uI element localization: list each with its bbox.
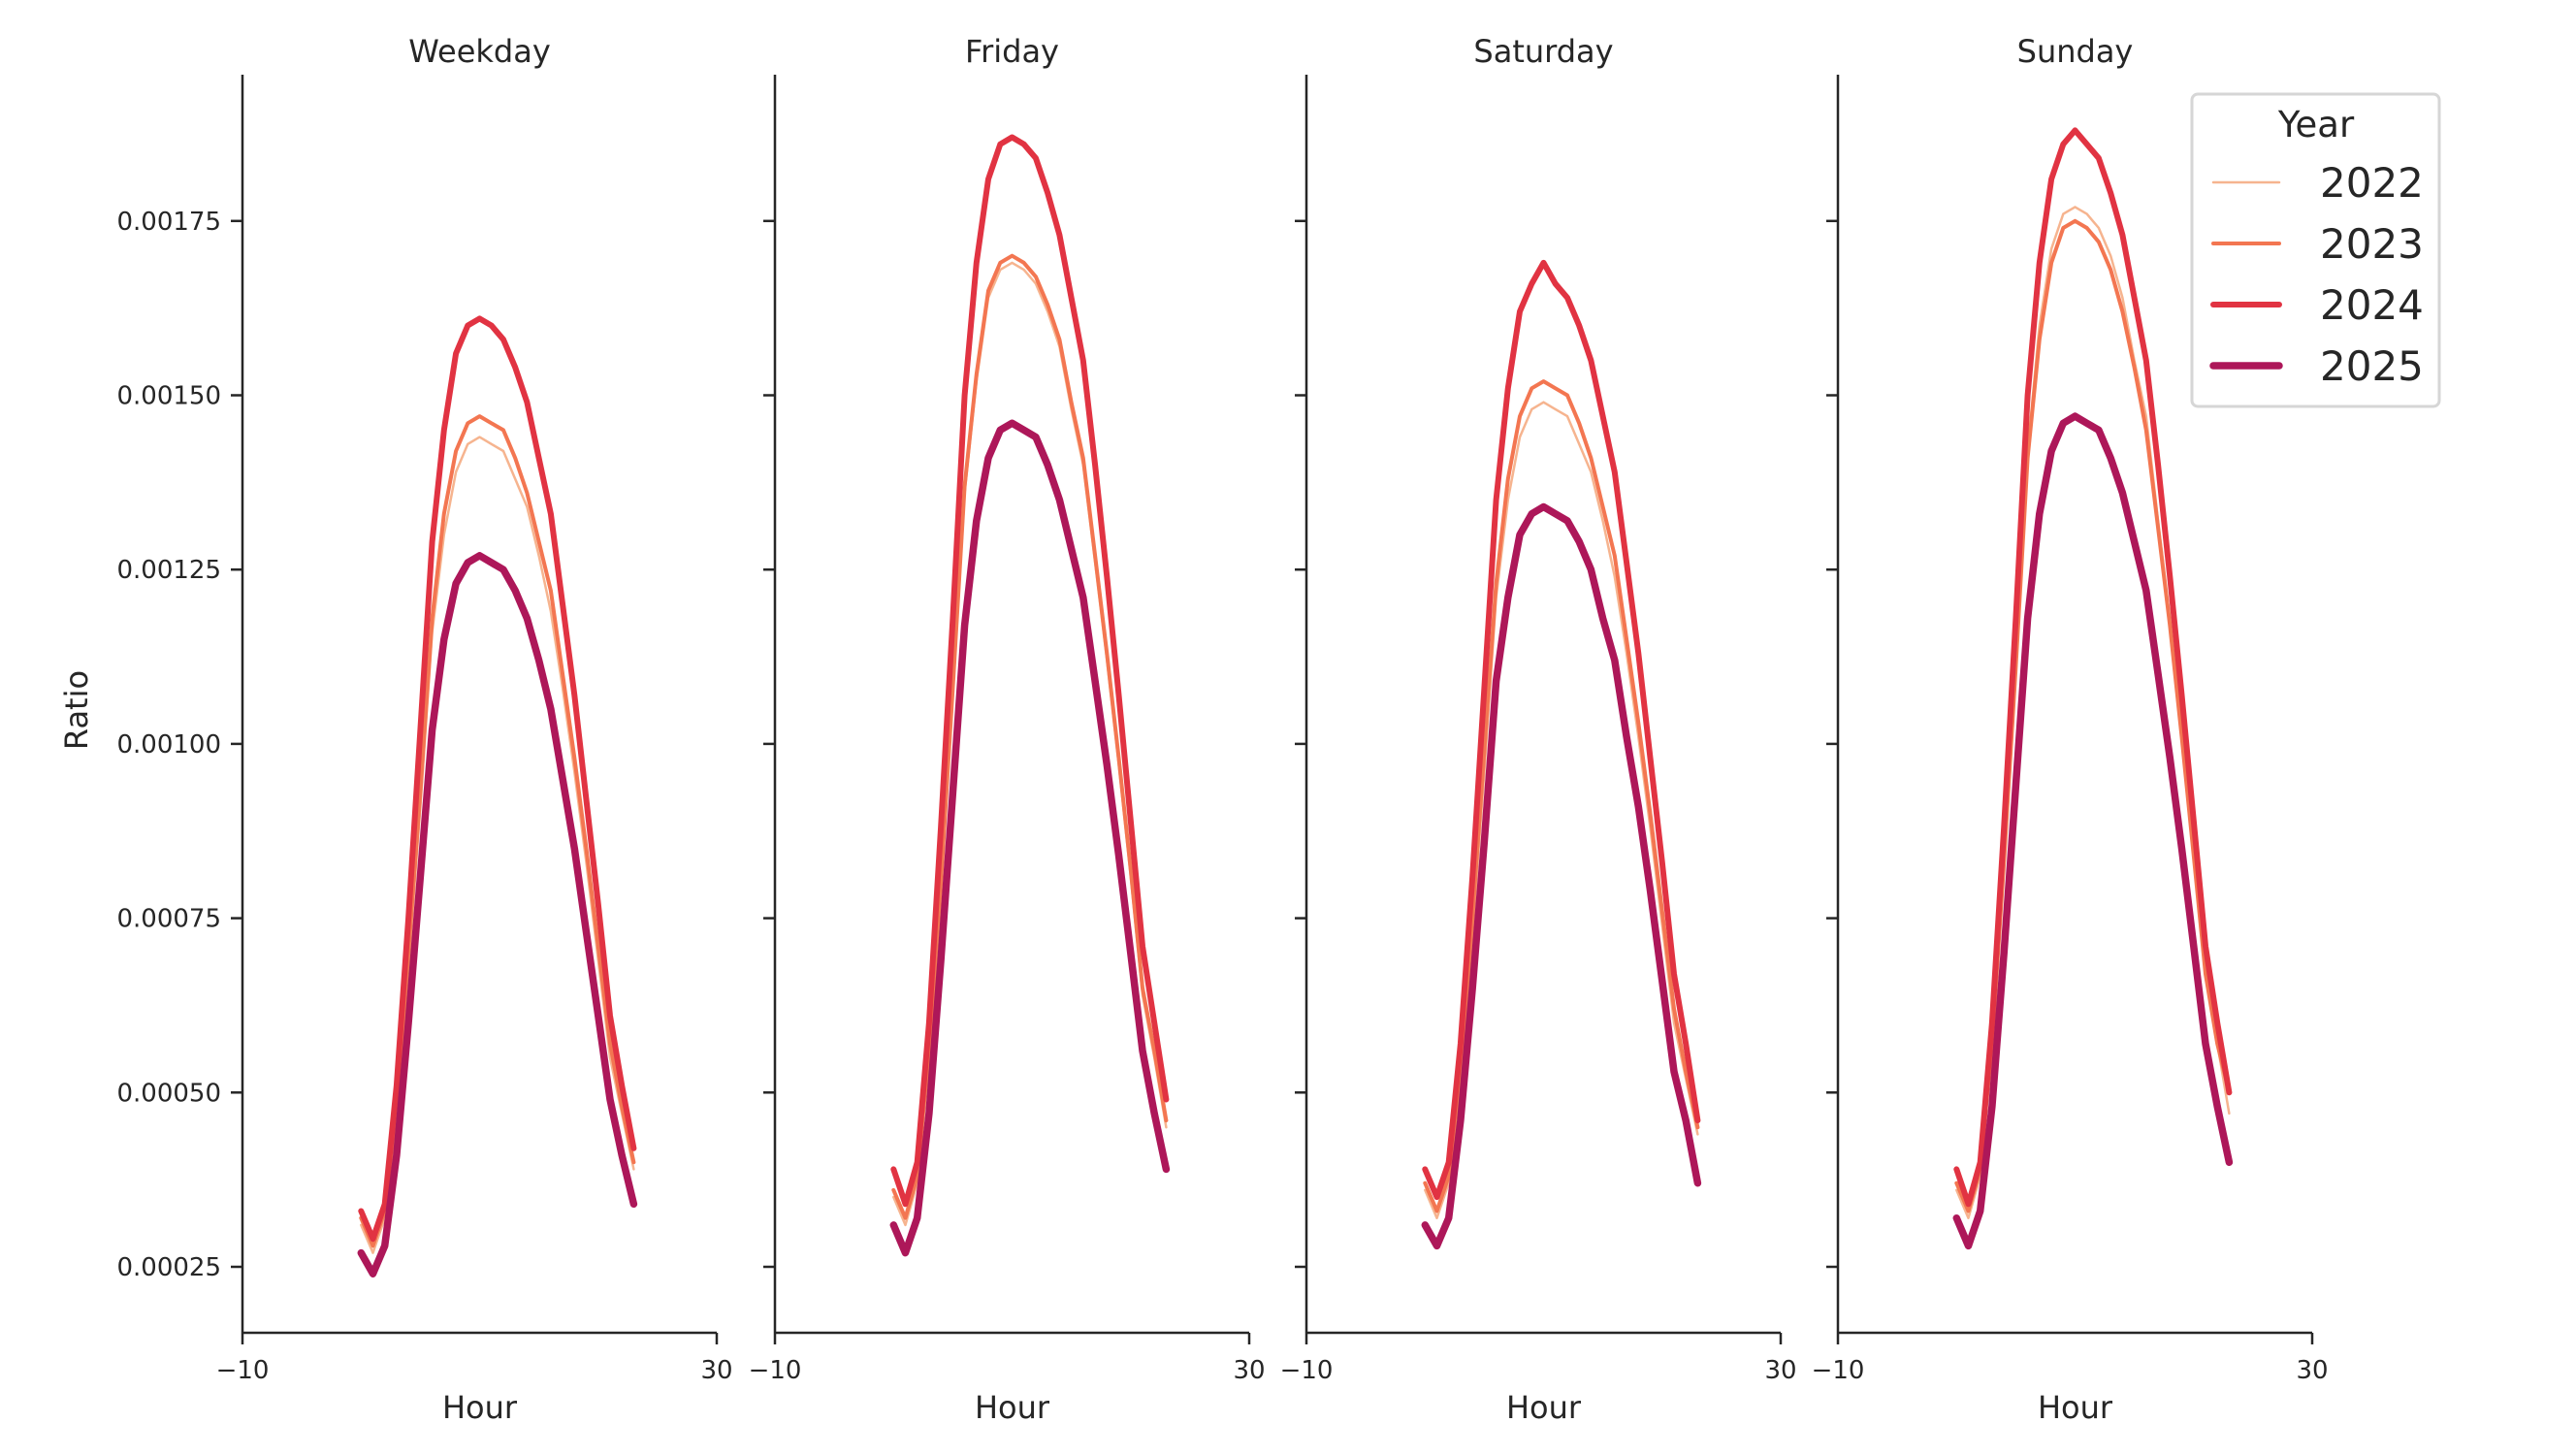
legend-item-2025: 2025 — [2209, 342, 2424, 390]
x-axis-label: Hour — [442, 1389, 518, 1426]
y-tick-label: 0.00175 — [116, 208, 221, 237]
legend-item-2022: 2022 — [2211, 159, 2424, 207]
legend-label: 2024 — [2320, 281, 2424, 329]
y-tick-label: 0.00150 — [116, 382, 221, 411]
x-axis-label: Hour — [1506, 1389, 1582, 1426]
legend: Year 2022 2023 2024 2025 — [2190, 92, 2441, 408]
series-line-2024 — [1953, 127, 2233, 1208]
legend-label: 2023 — [2320, 220, 2424, 268]
x-tick-label: 30 — [700, 1356, 732, 1385]
x-tick-label: −10 — [749, 1356, 802, 1385]
x-tick-label: −10 — [1280, 1356, 1334, 1385]
y-tick-label: 0.00075 — [116, 905, 221, 934]
legend-box — [2190, 92, 2441, 408]
series-line-2024 — [1422, 259, 1701, 1201]
series-line-2025 — [1421, 502, 1702, 1250]
series-line-2023 — [891, 253, 1169, 1220]
y-tick-label: 0.00025 — [116, 1253, 221, 1282]
series-line-2024 — [890, 134, 1170, 1208]
x-axis-label: Hour — [2038, 1389, 2113, 1426]
y-tick-label: 0.00100 — [116, 730, 221, 760]
x-tick-label: 30 — [1764, 1356, 1796, 1385]
series-line-2025 — [889, 419, 1171, 1257]
series-line-2025 — [357, 552, 638, 1277]
panel-title: Friday — [965, 33, 1059, 70]
y-tick-label: 0.00050 — [116, 1079, 221, 1108]
legend-title: Year — [2277, 104, 2355, 146]
legend-label: 2022 — [2320, 159, 2424, 207]
legend-label: 2025 — [2320, 342, 2424, 390]
panel-sunday: Sunday −10 30 Hour — [1812, 33, 2329, 1426]
legend-item-2024: 2024 — [2210, 281, 2424, 329]
y-tick-label: 0.00125 — [116, 556, 221, 585]
panel-title: Weekday — [408, 33, 551, 70]
x-tick-label: 30 — [1233, 1356, 1265, 1385]
legend-item-2023: 2023 — [2211, 220, 2424, 268]
y-axis-label: Ratio — [58, 670, 95, 750]
x-tick-label: −10 — [216, 1356, 270, 1385]
panel-title: Sunday — [2017, 33, 2134, 70]
panel-friday: Friday −10 30 Hour — [749, 33, 1266, 1426]
panel-title: Saturday — [1473, 33, 1613, 70]
x-tick-label: −10 — [1812, 1356, 1865, 1385]
x-axis-label: Hour — [975, 1389, 1050, 1426]
panel-weekday: Weekday 0.00025 0.00050 0.00075 0.00100 0.001… — [58, 33, 733, 1426]
series-line-2025 — [1952, 412, 2234, 1250]
series-line-2024 — [358, 315, 637, 1243]
x-tick-label: 30 — [2296, 1356, 2328, 1385]
panel-saturday: Saturday −10 30 Hour — [1280, 33, 1797, 1426]
